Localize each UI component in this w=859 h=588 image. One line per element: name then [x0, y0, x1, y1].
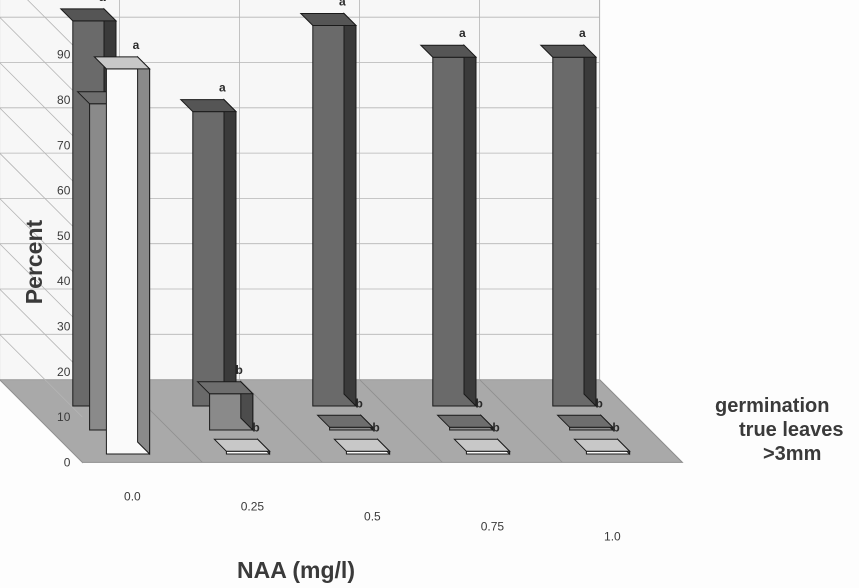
bar-top: [316, 414, 375, 428]
x-axis-title: NAA (mg/l): [237, 557, 355, 583]
bar: [196, 380, 255, 432]
bar-label: a: [133, 38, 140, 52]
floor-divider: [599, 379, 683, 463]
bar-top: [299, 13, 358, 26]
bar-side: [583, 43, 597, 408]
gridline: [0, 107, 600, 191]
bar: [453, 438, 511, 456]
x-tick-label: 0.75: [481, 519, 505, 533]
bar: [179, 98, 238, 408]
bar-top: [573, 438, 631, 452]
bar: [93, 55, 151, 456]
bar-top: [539, 44, 598, 58]
bar-top: [556, 414, 615, 428]
y-tick-label: 80: [57, 93, 71, 107]
bar-top: [213, 438, 271, 452]
gridline: [0, 243, 600, 327]
x-tick-label: 0.0: [124, 489, 141, 503]
bar-top: [436, 414, 495, 428]
bar-label: a: [459, 26, 466, 40]
gridline: [0, 333, 600, 418]
bar: [573, 438, 631, 456]
gridline: [27, 0, 83, 55]
bar: [333, 438, 391, 456]
floor-divider: [359, 379, 443, 463]
x-tick-label: 1.0: [604, 529, 621, 543]
gridline: [0, 152, 600, 237]
bar: [316, 414, 375, 432]
bar-top: [419, 44, 478, 58]
y-tick-label: 30: [57, 320, 71, 334]
y-axis-title: Percent: [21, 219, 47, 304]
bar-top: [93, 56, 151, 70]
bar-label: b: [476, 396, 483, 410]
bar: [213, 438, 271, 456]
y-tick-label: 10: [57, 410, 71, 424]
y-tick-label: 70: [57, 138, 71, 152]
bar-label: a: [339, 0, 346, 8]
gridline: [0, 197, 600, 282]
y-tick-label: 50: [57, 229, 71, 243]
bar: [436, 414, 495, 432]
bar-top: [196, 381, 255, 395]
y-tick-label: 60: [57, 184, 71, 198]
series-label: >3mm: [763, 443, 821, 465]
y-tick-label: 40: [57, 274, 71, 288]
bar-label: b: [612, 420, 619, 434]
floor-divider: [0, 379, 83, 463]
y-tick-label: 0: [64, 455, 71, 469]
x-tick-label: 0.5: [364, 509, 381, 523]
bar-label: b: [252, 420, 259, 434]
bar-top: [59, 8, 118, 22]
bar: [556, 414, 615, 432]
bar-side: [223, 98, 237, 408]
gridline: [0, 62, 600, 146]
bar-label: b: [356, 396, 363, 410]
gridline: [0, 288, 600, 373]
bar: [419, 43, 478, 408]
x-tick-label: 0.25: [241, 499, 265, 513]
series-label: true leaves: [739, 419, 844, 441]
bar-top: [333, 438, 391, 452]
bar-top: [453, 438, 511, 452]
floor-divider: [239, 379, 323, 463]
y-tick-label: 20: [57, 365, 71, 379]
bar-label: b: [596, 396, 603, 410]
y-tick-label: 90: [57, 48, 71, 62]
bar-label: b: [492, 420, 499, 434]
bar-side: [343, 12, 357, 408]
bar-label: a: [219, 81, 226, 95]
floor-divider: [479, 379, 563, 463]
bar-side: [137, 55, 151, 456]
series-label: germination: [715, 395, 829, 417]
bar-label: a: [579, 26, 586, 40]
bar-top: [179, 99, 238, 113]
bar: [299, 12, 358, 408]
bar: [539, 43, 598, 408]
bar-side: [463, 43, 477, 408]
bar-label: a: [99, 0, 106, 4]
bar-label: b: [372, 420, 379, 434]
bar-label: b: [236, 363, 243, 377]
gridline: [0, 16, 600, 101]
